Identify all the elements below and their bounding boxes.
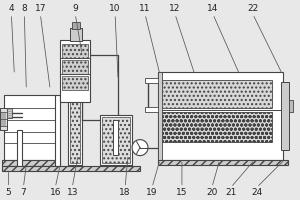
Bar <box>60 40 90 102</box>
Bar <box>145 78 159 83</box>
Text: 12: 12 <box>169 4 181 13</box>
Text: 10: 10 <box>109 4 121 13</box>
Bar <box>113 120 118 155</box>
Text: 15: 15 <box>176 188 188 197</box>
Bar <box>4 95 56 160</box>
Bar <box>102 117 130 163</box>
Bar <box>70 102 80 163</box>
Bar <box>158 72 162 160</box>
Text: 8: 8 <box>22 4 27 13</box>
Bar <box>62 76 88 90</box>
Text: 11: 11 <box>139 4 151 13</box>
Bar <box>0 108 8 130</box>
Text: 16: 16 <box>50 188 61 197</box>
Bar <box>62 60 88 74</box>
Text: 13: 13 <box>67 188 78 197</box>
Bar <box>158 160 288 165</box>
Bar <box>158 72 283 160</box>
Text: 4: 4 <box>9 4 14 13</box>
Text: 22: 22 <box>247 4 258 13</box>
Bar <box>2 166 140 171</box>
Text: 20: 20 <box>206 188 218 197</box>
Bar <box>72 22 80 29</box>
Bar <box>281 82 289 150</box>
Polygon shape <box>132 140 148 156</box>
Bar <box>160 80 272 108</box>
Text: 14: 14 <box>207 4 218 13</box>
Text: 9: 9 <box>72 4 78 13</box>
Text: 24: 24 <box>251 188 262 197</box>
Text: 19: 19 <box>146 188 158 197</box>
Text: 5: 5 <box>5 188 11 197</box>
Text: 21: 21 <box>225 188 236 197</box>
Bar <box>17 130 22 166</box>
Text: 7: 7 <box>20 188 26 197</box>
Text: 17: 17 <box>34 4 46 13</box>
Bar <box>55 95 60 166</box>
Bar <box>160 112 272 142</box>
Bar <box>70 28 82 41</box>
Bar <box>145 107 159 112</box>
Bar <box>2 160 60 166</box>
Bar <box>8 108 12 118</box>
Bar <box>289 100 292 112</box>
Text: 18: 18 <box>119 188 131 197</box>
Bar <box>62 44 88 58</box>
Bar <box>100 115 132 165</box>
Bar <box>68 100 82 165</box>
